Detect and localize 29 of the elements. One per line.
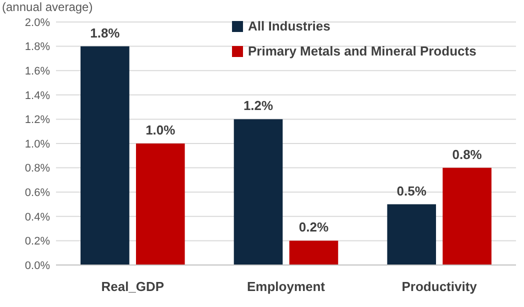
y-tick-label: 0.2% <box>24 236 50 248</box>
y-tick-label: 1.8% <box>24 41 50 54</box>
bar <box>80 46 130 265</box>
data-label: 1.0% <box>146 122 176 138</box>
y-tick-label: 0.6% <box>24 186 50 199</box>
x-tick-label: Productivity <box>402 279 478 294</box>
x-tick-label: Real_GDP <box>101 279 164 294</box>
legend-label: All Industries <box>248 18 330 34</box>
bar <box>442 168 492 265</box>
y-tick-label: 1.4% <box>24 90 50 102</box>
data-label: 0.8% <box>452 146 482 162</box>
data-label: 1.8% <box>90 25 120 40</box>
y-tick-label: 2.0% <box>24 16 50 29</box>
y-tick-label: 1.0% <box>24 138 50 150</box>
y-tick-label: 1.2% <box>24 114 50 126</box>
data-label: 0.5% <box>396 183 427 198</box>
y-tick-label: 0.8% <box>24 162 50 175</box>
bar <box>387 204 436 265</box>
bar <box>136 144 185 265</box>
y-axis-title: (annual average) <box>2 0 93 14</box>
bar <box>289 240 338 265</box>
data-label: 0.2% <box>298 220 329 235</box>
legend-label: Primary Metals and Mineral Products <box>248 44 476 59</box>
y-tick-label: 1.6% <box>24 65 50 78</box>
y-tick-label: 0.0% <box>24 260 50 272</box>
data-label: 1.2% <box>243 98 274 114</box>
bar <box>234 119 283 265</box>
y-tick-label: 0.4% <box>24 211 50 224</box>
x-tick-label: Employment <box>246 279 326 294</box>
